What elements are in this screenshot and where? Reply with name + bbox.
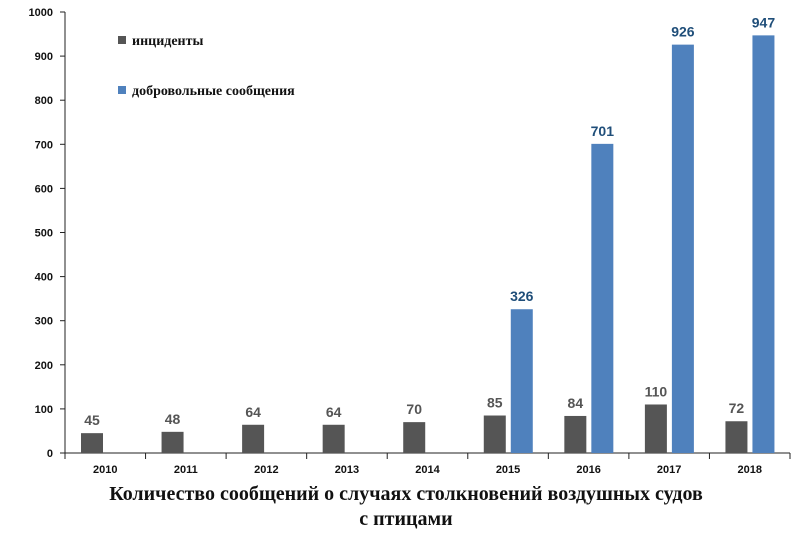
data-label-voluntary: 701 <box>591 123 615 139</box>
data-label-incidents: 110 <box>645 383 668 399</box>
data-label-voluntary: 326 <box>510 288 534 304</box>
bar-incidents <box>644 404 667 453</box>
bar-voluntary <box>510 309 533 453</box>
x-tick-label: 2014 <box>415 464 440 476</box>
data-label-incidents: 48 <box>165 411 181 427</box>
y-axis: 0 100 200 300 400 500 600 700 800 900 1000 <box>29 7 66 460</box>
y-tick-label: 300 <box>35 316 53 328</box>
y-tick-label: 0 <box>47 448 53 460</box>
data-labels: 45 48 64 64 70 85 326 84 701 110 926 72 947 <box>84 14 775 428</box>
data-label-incidents: 70 <box>406 401 422 417</box>
x-axis: 2010 2011 2012 2013 2014 2015 2016 2017 2018 <box>64 452 791 476</box>
data-label-voluntary: 926 <box>671 24 695 40</box>
legend-swatch-voluntary <box>118 86 126 94</box>
bar-voluntary <box>671 44 694 453</box>
chart-title: Количество сообщений о случаях столкнове… <box>109 483 703 505</box>
y-tick-label: 900 <box>35 51 53 63</box>
data-label-incidents: 64 <box>326 404 342 420</box>
data-label-incidents: 72 <box>729 400 745 416</box>
bar-voluntary <box>752 35 775 454</box>
y-tick-label: 100 <box>35 404 53 416</box>
legend-label-voluntary: добровольные сообщения <box>132 84 295 99</box>
y-tick-label: 1000 <box>29 7 53 19</box>
bar-incidents <box>725 421 748 453</box>
bar-incidents <box>483 415 506 453</box>
legend-label-incidents: инциденты <box>132 34 204 49</box>
bar-incidents <box>161 431 184 453</box>
chart-subtitle: с птицами <box>359 508 453 530</box>
y-tick-label: 700 <box>35 139 53 151</box>
data-label-incidents: 84 <box>568 395 584 411</box>
legend: инциденты добровольные сообщения <box>118 34 295 99</box>
bar-incidents <box>322 424 345 453</box>
y-tick-label: 600 <box>35 183 53 195</box>
bar-incidents <box>403 422 426 453</box>
x-tick-label: 2016 <box>576 464 600 476</box>
y-tick-label: 800 <box>35 95 53 107</box>
bars <box>81 35 775 454</box>
data-label-incidents: 85 <box>487 395 503 411</box>
y-tick-label: 400 <box>35 272 53 284</box>
x-tick-label: 2018 <box>737 464 761 476</box>
data-label-incidents: 64 <box>245 404 261 420</box>
x-tick-label: 2017 <box>657 464 681 476</box>
bar-incidents <box>81 433 103 453</box>
legend-swatch-incidents <box>118 36 126 44</box>
y-tick-label: 500 <box>35 228 53 240</box>
x-tick-label: 2015 <box>496 464 520 476</box>
data-label-voluntary: 947 <box>752 14 776 30</box>
bar-voluntary <box>591 143 614 453</box>
x-tick-label: 2012 <box>254 464 278 476</box>
bar-incidents <box>242 424 265 453</box>
data-label-incidents: 45 <box>84 412 100 428</box>
x-tick-label: 2010 <box>93 464 117 476</box>
x-tick-label: 2013 <box>335 464 359 476</box>
y-tick-label: 200 <box>35 360 53 372</box>
bar-incidents <box>564 415 587 453</box>
x-tick-label: 2011 <box>174 464 198 476</box>
